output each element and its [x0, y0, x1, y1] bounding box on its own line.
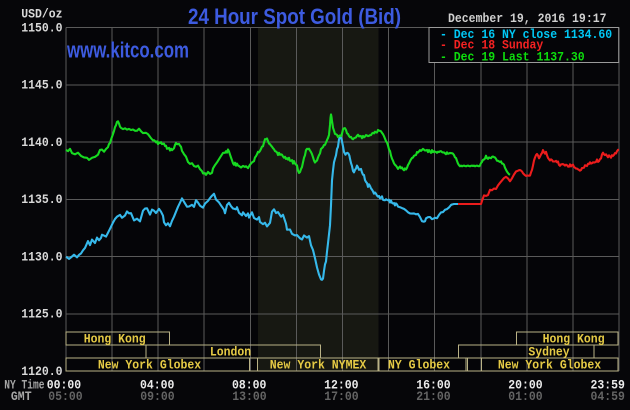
svg-text:- Dec 18 Sunday: - Dec 18 Sunday: [440, 38, 543, 53]
svg-text:London: London: [210, 344, 251, 359]
svg-text:Hong Kong: Hong Kong: [543, 331, 605, 346]
svg-text:01:00: 01:00: [508, 389, 543, 404]
svg-text:24 Hour Spot Gold (Bid): 24 Hour Spot Gold (Bid): [188, 4, 401, 29]
svg-text:- Dec 16 NY close 1134.60: - Dec 16 NY close 1134.60: [440, 27, 612, 42]
svg-text:Sydney: Sydney: [528, 344, 569, 359]
svg-text:12:00: 12:00: [324, 377, 359, 392]
svg-text:1130.0: 1130.0: [21, 249, 62, 264]
svg-text:16:00: 16:00: [416, 377, 451, 392]
svg-text:17:00: 17:00: [324, 389, 359, 404]
svg-text:1120.0: 1120.0: [21, 364, 62, 379]
svg-text:13:00: 13:00: [232, 389, 267, 404]
svg-text:NY Time: NY Time: [4, 377, 44, 392]
svg-text:GMT: GMT: [11, 389, 32, 404]
svg-text:- Dec 19 Last 1137.30: - Dec 19 Last 1137.30: [440, 49, 585, 64]
svg-text:New York Globex: New York Globex: [98, 357, 201, 372]
svg-text:www.kitco.com: www.kitco.com: [66, 37, 189, 62]
svg-text:1140.0: 1140.0: [21, 135, 62, 150]
svg-text:09:00: 09:00: [140, 389, 175, 404]
svg-text:00:00: 00:00: [47, 377, 82, 392]
svg-text:1145.0: 1145.0: [21, 78, 62, 93]
svg-text:20:00: 20:00: [508, 377, 543, 392]
svg-text:December 19, 2016 19:17: December 19, 2016 19:17: [448, 11, 607, 26]
svg-text:05:00: 05:00: [48, 389, 83, 404]
svg-text:1135.0: 1135.0: [21, 192, 62, 207]
svg-text:23:59: 23:59: [591, 377, 626, 392]
svg-text:21:00: 21:00: [416, 389, 451, 404]
svg-text:1125.0: 1125.0: [21, 307, 62, 322]
svg-text:08:00: 08:00: [232, 377, 267, 392]
svg-text:New York NYMEX: New York NYMEX: [270, 357, 367, 372]
svg-text:04:00: 04:00: [140, 377, 175, 392]
svg-text:NY Globex: NY Globex: [388, 357, 450, 372]
svg-text:USD/oz: USD/oz: [21, 7, 62, 22]
svg-text:New York Globex: New York Globex: [498, 357, 601, 372]
svg-text:1150.0: 1150.0: [21, 20, 62, 35]
svg-text:Hong Kong: Hong Kong: [84, 331, 146, 346]
svg-text:04:59: 04:59: [591, 389, 626, 404]
